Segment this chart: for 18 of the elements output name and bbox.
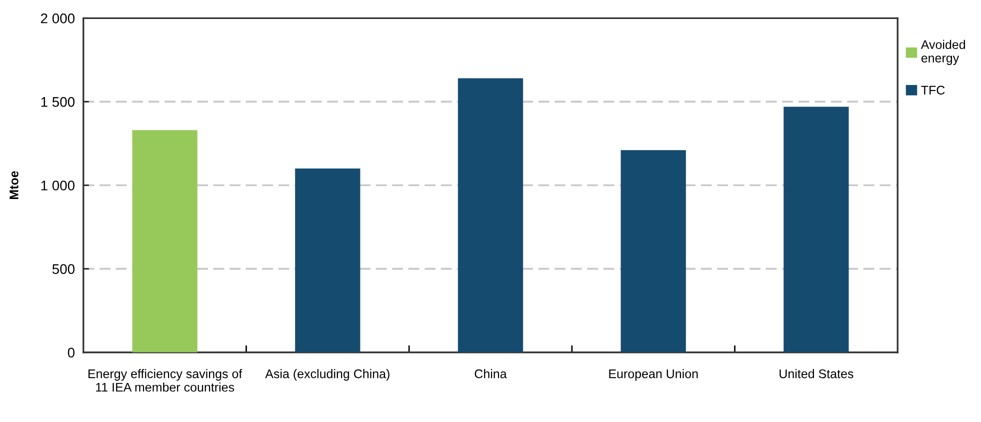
y-tick-label: 0 (68, 348, 75, 358)
x-tick-label: China (474, 369, 507, 378)
bar (132, 130, 198, 352)
legend-label: Avoided energy (920, 40, 966, 65)
y-axis-title: Mtoe (10, 171, 18, 199)
bar (295, 168, 360, 352)
x-tick-label: United States (780, 369, 854, 378)
y-tick-label: 500 (52, 264, 75, 274)
y-tick-label: 2 000 (41, 13, 75, 24)
y-tick-label: 1 000 (41, 180, 75, 190)
legend-label: TFC (921, 86, 945, 95)
x-tick-label: European Union (609, 369, 698, 381)
bar (784, 106, 849, 352)
x-tick-label: Energy efficiency savings of 11 IEA member countries (88, 369, 242, 392)
bar (458, 78, 524, 352)
y-tick-label: 1 500 (41, 97, 75, 107)
bar (620, 150, 686, 352)
x-tick-label: Asia (excluding China) (265, 369, 390, 381)
